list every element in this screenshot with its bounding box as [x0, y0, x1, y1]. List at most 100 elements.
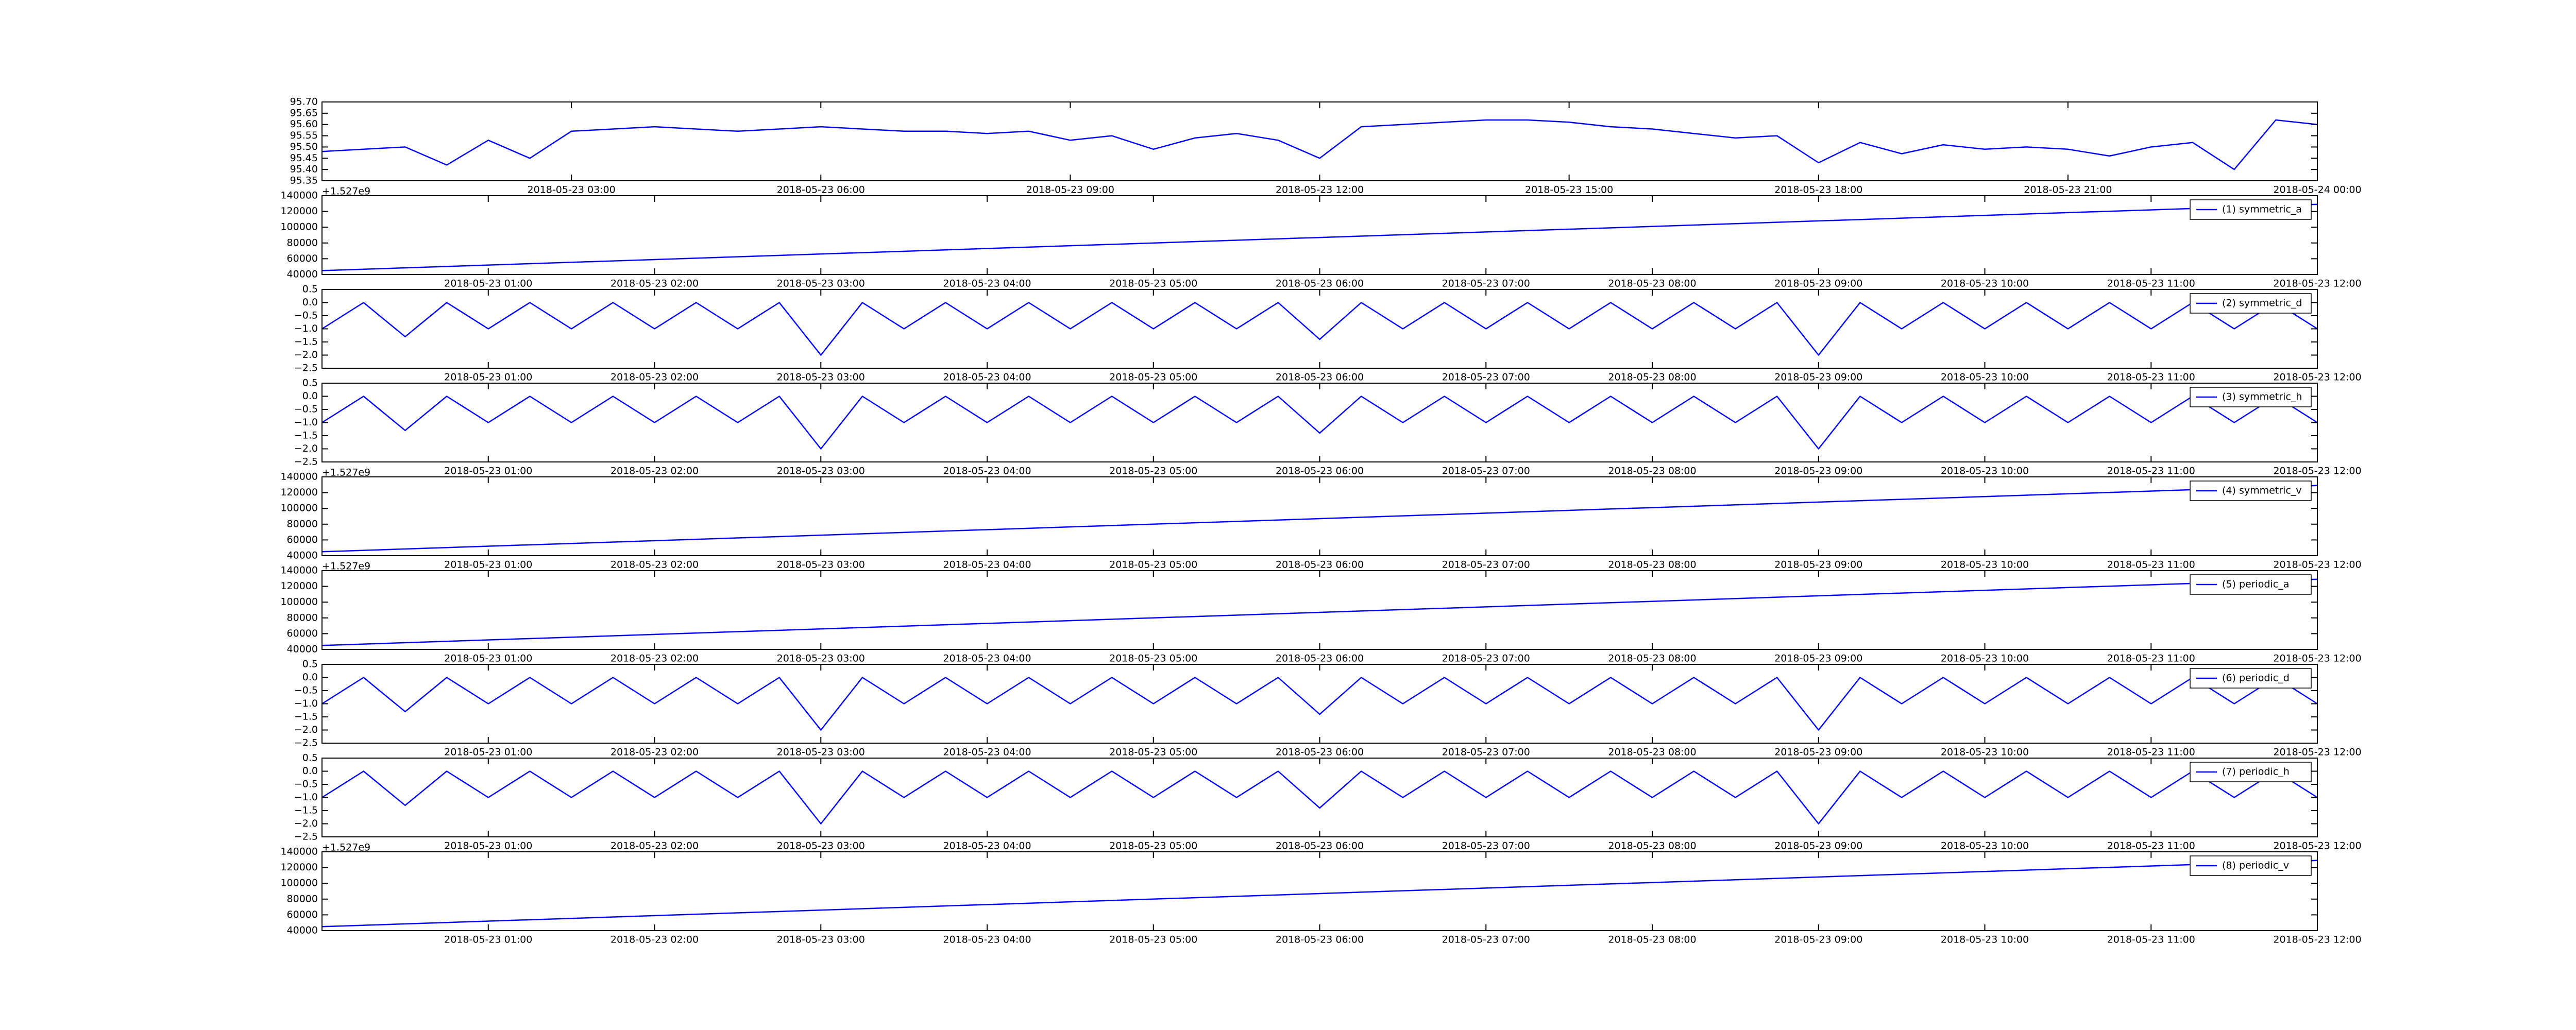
x-tick-label: 2018-05-23 09:00 [1774, 466, 1862, 477]
x-tick-label: 2018-05-23 03:00 [528, 184, 616, 196]
x-tick-label: 2018-05-23 01:00 [444, 559, 532, 571]
x-tick-label: 2018-05-23 12:00 [2273, 466, 2361, 477]
axes-frame [322, 852, 2317, 931]
y-tick-label: −1.5 [294, 336, 318, 348]
x-tick-label: 2018-05-23 08:00 [1608, 278, 1696, 289]
y-tick-label: 100000 [280, 503, 318, 514]
x-tick-label: 2018-05-23 09:00 [1774, 372, 1862, 383]
line [321, 860, 2318, 928]
y-tick-label: 140000 [280, 471, 318, 483]
legend-label: (7) periodic_h [2222, 766, 2290, 778]
x-tick-label: 2018-05-23 10:00 [1941, 466, 2029, 477]
x-tick-label: 2018-05-23 07:00 [1442, 372, 1530, 383]
x-tick-label: 2018-05-23 01:00 [444, 934, 532, 946]
offset-text: +1.527e9 [322, 186, 370, 197]
x-tick-label: 2018-05-23 08:00 [1608, 466, 1696, 477]
x-tick-label: 2018-05-23 09:00 [1774, 934, 1862, 946]
axes-frame [322, 102, 2317, 181]
x-tick-label: 2018-05-23 05:00 [1109, 934, 1197, 946]
x-tick-label: 2018-05-23 03:00 [777, 653, 865, 664]
y-tick-label: 40000 [287, 269, 318, 280]
x-tick-label: 2018-05-23 05:00 [1109, 466, 1197, 477]
x-tick-label: 2018-05-23 11:00 [2107, 934, 2195, 946]
line [321, 677, 2318, 731]
x-tick-label: 2018-05-23 03:00 [777, 747, 865, 758]
y-tick-label: 0.0 [302, 672, 318, 683]
x-tick-label: 2018-05-23 09:00 [1774, 278, 1862, 289]
x-tick-label: 2018-05-23 07:00 [1442, 278, 1530, 289]
y-tick-label: 140000 [280, 846, 318, 857]
x-tick-label: 2018-05-23 12:00 [2273, 278, 2361, 289]
y-tick-label: 95.65 [290, 107, 318, 118]
y-tick-label: 100000 [280, 596, 318, 608]
x-tick-label: 2018-05-23 07:00 [1442, 934, 1530, 946]
x-tick-label: 2018-05-23 03:00 [777, 466, 865, 477]
x-tick-label: 2018-05-23 06:00 [1276, 372, 1364, 383]
x-tick-label: 2018-05-23 03:00 [777, 372, 865, 383]
x-tick-label: 2018-05-23 12:00 [2273, 934, 2361, 946]
y-tick-label: −0.5 [294, 779, 318, 790]
x-tick-label: 2018-05-23 06:00 [1276, 747, 1364, 758]
x-tick-label: 2018-05-23 09:00 [1026, 184, 1114, 196]
x-tick-label: 2018-05-23 18:00 [1774, 184, 1862, 196]
y-tick-label: 0.5 [302, 752, 318, 764]
y-tick-label: 0.5 [302, 377, 318, 389]
x-tick-label: 2018-05-23 12:00 [2273, 653, 2361, 664]
x-tick-label: 2018-05-23 01:00 [444, 372, 532, 383]
x-tick-label: 2018-05-23 12:00 [2273, 747, 2361, 758]
x-tick-label: 2018-05-23 12:00 [2273, 559, 2361, 571]
x-tick-label: 2018-05-23 02:00 [611, 653, 699, 664]
y-tick-label: 0.5 [302, 284, 318, 295]
y-tick-label: 120000 [280, 487, 318, 498]
y-tick-label: 60000 [287, 909, 318, 920]
legend-label: (8) periodic_v [2222, 860, 2289, 871]
x-tick-label: 2018-05-23 21:00 [2024, 184, 2112, 196]
x-tick-label: 2018-05-23 05:00 [1109, 747, 1197, 758]
y-tick-label: −2.0 [294, 443, 318, 454]
legend-label: (5) periodic_a [2222, 579, 2289, 590]
x-tick-label: 2018-05-23 07:00 [1442, 559, 1530, 571]
x-tick-label: 2018-05-23 11:00 [2107, 466, 2195, 477]
y-tick-label: 80000 [287, 612, 318, 623]
x-tick-label: 2018-05-23 04:00 [943, 372, 1031, 383]
y-tick-label: −1.0 [294, 698, 318, 709]
offset-text: +1.527e9 [322, 842, 370, 853]
y-tick-label: 100000 [280, 221, 318, 233]
y-tick-label: 120000 [280, 862, 318, 873]
x-tick-label: 2018-05-23 03:00 [777, 934, 865, 946]
x-tick-label: 2018-05-23 08:00 [1608, 653, 1696, 664]
x-tick-label: 2018-05-23 02:00 [611, 278, 699, 289]
y-tick-label: 95.45 [290, 152, 318, 164]
y-tick-label: 120000 [280, 580, 318, 592]
y-tick-label: −1.0 [294, 323, 318, 334]
x-tick-label: 2018-05-23 10:00 [1941, 372, 2029, 383]
x-tick-label: 2018-05-23 09:00 [1774, 653, 1862, 664]
x-tick-label: 2018-05-23 06:00 [1276, 934, 1364, 946]
x-tick-label: 2018-05-23 06:00 [1276, 466, 1364, 477]
x-tick-label: 2018-05-23 06:00 [1276, 653, 1364, 664]
y-tick-label: −1.5 [294, 430, 318, 441]
y-tick-label: 60000 [287, 628, 318, 639]
line [321, 770, 2318, 825]
axes-frame [322, 664, 2317, 743]
x-tick-label: 2018-05-23 12:00 [1276, 184, 1364, 196]
x-tick-label: 2018-05-23 11:00 [2107, 653, 2195, 664]
x-tick-label: 2018-05-23 05:00 [1109, 840, 1197, 852]
x-tick-label: 2018-05-23 08:00 [1608, 840, 1696, 852]
y-tick-label: −1.5 [294, 805, 318, 816]
x-tick-label: 2018-05-23 01:00 [444, 840, 532, 852]
x-tick-label: 2018-05-23 03:00 [777, 278, 865, 289]
y-tick-label: −1.0 [294, 792, 318, 803]
x-tick-label: 2018-05-23 04:00 [943, 934, 1031, 946]
y-tick-label: 95.70 [290, 96, 318, 108]
axes-frame [322, 383, 2317, 462]
x-tick-label: 2018-05-23 06:00 [1276, 278, 1364, 289]
legend-label: (1) symmetric_a [2222, 204, 2302, 215]
x-tick-label: 2018-05-23 05:00 [1109, 653, 1197, 664]
y-tick-label: 95.40 [290, 164, 318, 175]
y-tick-label: 95.50 [290, 141, 318, 152]
x-tick-label: 2018-05-23 05:00 [1109, 278, 1197, 289]
legend-label: (2) symmetric_d [2222, 298, 2302, 309]
x-tick-label: 2018-05-23 02:00 [611, 559, 699, 571]
